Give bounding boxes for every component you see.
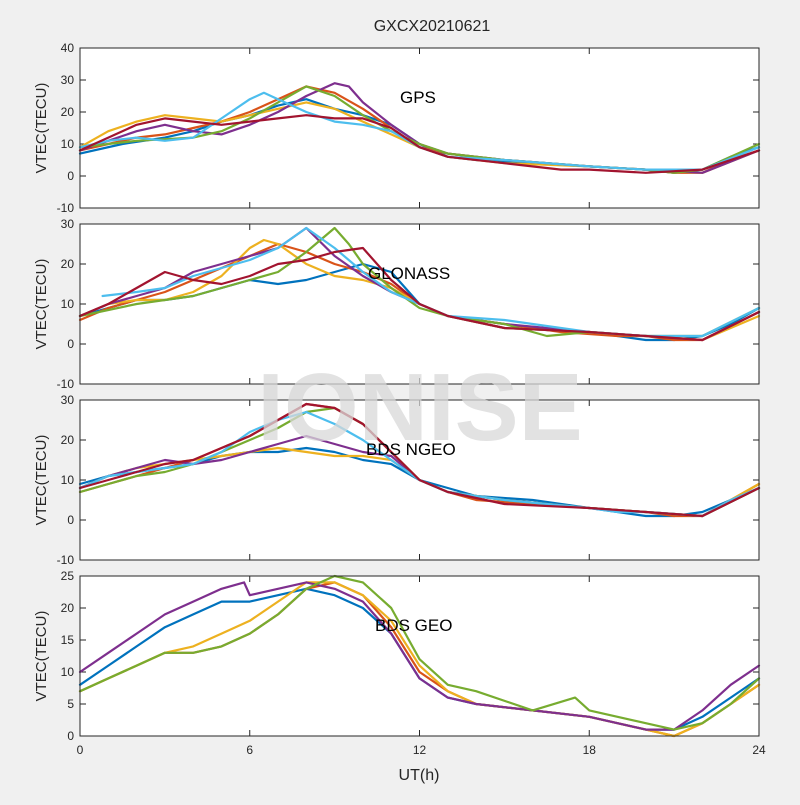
y-tick-label: -10 [57, 201, 75, 215]
y-tick-label: 10 [61, 137, 75, 151]
panel-label: BDS NGEO [366, 440, 456, 459]
y-tick-label: 0 [67, 337, 74, 351]
x-axis-label: UT(h) [399, 767, 440, 784]
plot-area [80, 576, 759, 736]
y-axis-label: VTEC(TECU) [33, 259, 50, 350]
y-tick-label: 0 [67, 169, 74, 183]
axes-box [79, 399, 760, 561]
y-tick-label: 0 [67, 729, 74, 743]
axes-box [79, 223, 760, 385]
panel-label: GLONASS [368, 264, 450, 283]
y-tick-label: 20 [61, 257, 75, 271]
chart-title: GXCX20210621 [374, 18, 491, 35]
y-tick-label: 20 [61, 433, 75, 447]
y-tick-label: 0 [67, 513, 74, 527]
x-tick-label: 0 [77, 743, 84, 757]
series-line-7 [78, 114, 761, 174]
y-tick-label: 20 [61, 601, 75, 615]
y-tick-label: 20 [61, 105, 75, 119]
y-tick-label: 15 [61, 633, 75, 647]
panel-glonass: -10 0 10 20 30 GLONASS VTEC(TECU) [33, 217, 761, 391]
y-tick-label: 30 [61, 393, 75, 407]
y-tick-label: 25 [61, 569, 75, 583]
series-line-4 [78, 581, 761, 731]
panel-gps: -10 0 10 20 30 40 GPS VTEC(TECU) [33, 41, 761, 215]
panel-bds-geo: 0 5 10 15 20 25 0 6 12 18 24 BDS GEO VTEC(TECU) [33, 569, 766, 757]
y-tick-label: 10 [61, 297, 75, 311]
y-tick-label: -10 [57, 377, 75, 391]
y-tick-label: 30 [61, 73, 75, 87]
x-tick-label: 18 [583, 743, 597, 757]
y-axis-label: VTEC(TECU) [33, 611, 50, 702]
panels: -10 0 10 20 30 40 GPS VTEC(TECU) -10 0 10 20 30 GLONA… [33, 41, 766, 757]
axes-box [79, 47, 760, 209]
axes-box [79, 575, 760, 737]
watermark: IONISE [257, 354, 582, 461]
y-tick-label: 40 [61, 41, 75, 55]
x-tick-label: 12 [413, 743, 427, 757]
y-tick-label: -10 [57, 553, 75, 567]
y-tick-label: 30 [61, 217, 75, 231]
y-tick-label: 10 [61, 473, 75, 487]
y-axis-label: VTEC(TECU) [33, 435, 50, 526]
panel-label: BDS GEO [375, 616, 452, 635]
panel-bds-ngeo: -10 0 10 20 30 BDS NGEO VTEC(TECU) [33, 393, 761, 567]
panel-label: GPS [400, 88, 436, 107]
series-line-5 [78, 574, 761, 731]
series-line-7 [78, 246, 761, 342]
y-axis-label: VTEC(TECU) [33, 83, 50, 174]
y-tick-label: 5 [67, 697, 74, 711]
x-tick-label: 24 [752, 743, 766, 757]
y-tick-label: 10 [61, 665, 75, 679]
series-line-7 [78, 402, 761, 518]
series-line-3 [78, 581, 761, 738]
x-tick-label: 6 [246, 743, 253, 757]
